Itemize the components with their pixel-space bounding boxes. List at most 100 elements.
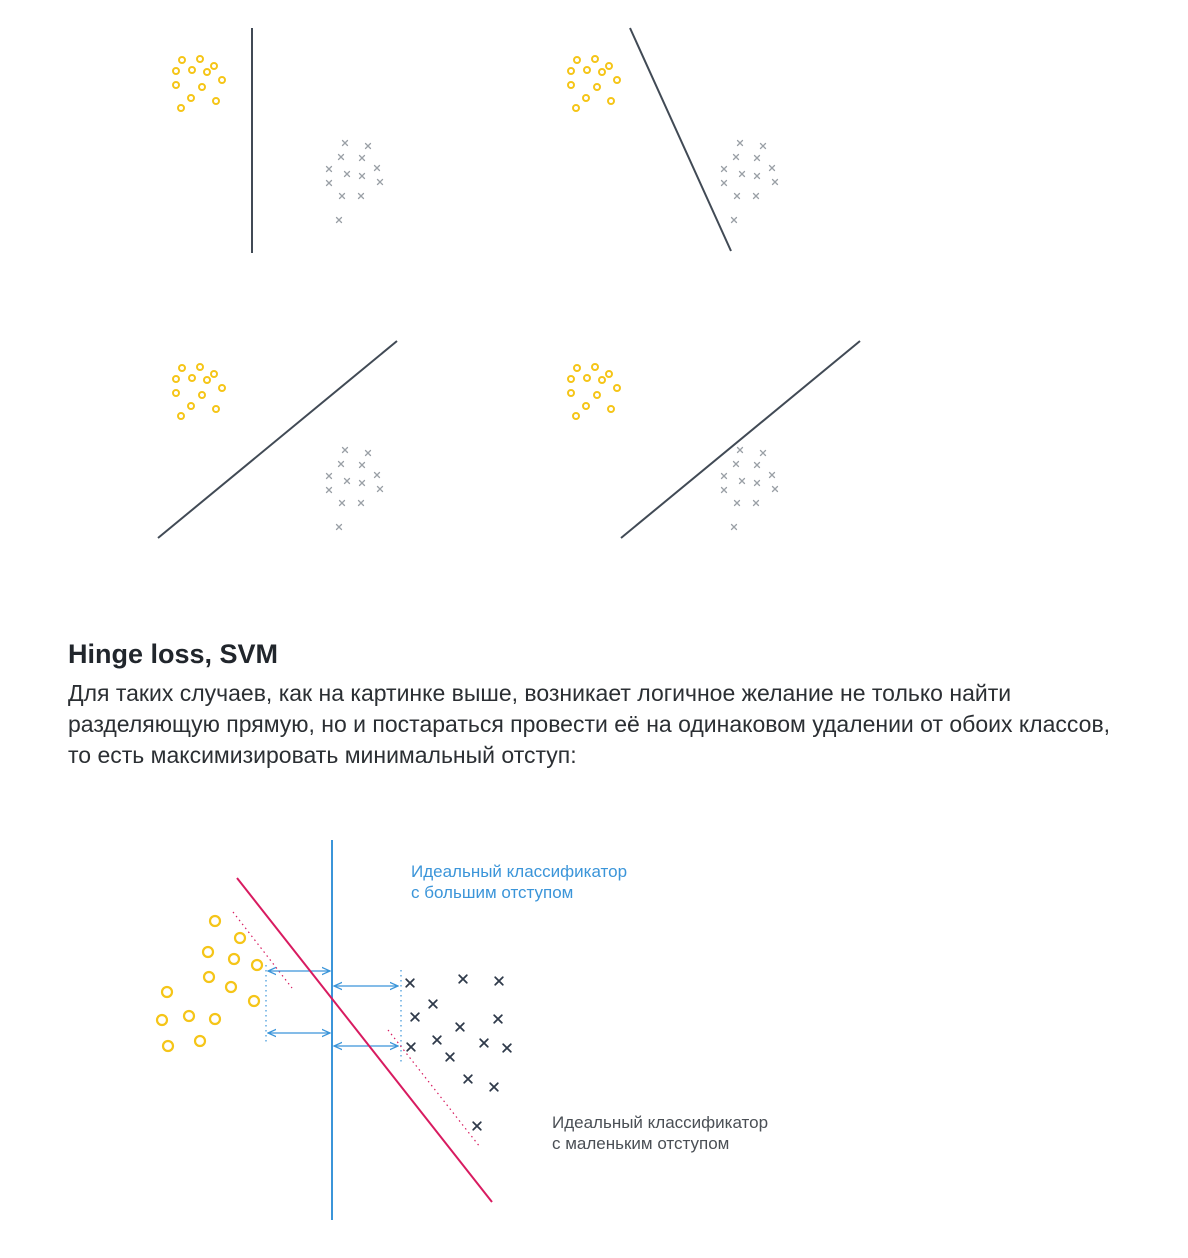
separating-line: [629, 27, 732, 252]
text-section: Hinge loss, SVM Для таких случаев, как н…: [68, 634, 1128, 771]
cross-point: [357, 192, 365, 200]
cross-point: [768, 164, 776, 172]
scatter-panel: [157, 340, 398, 539]
cross-point: [364, 449, 372, 457]
scatter-panel: [567, 340, 861, 539]
cross-point: [376, 178, 384, 186]
circle-point: [210, 62, 218, 70]
circle-point: [613, 384, 621, 392]
circle-point: [160, 985, 174, 999]
circle-point: [572, 412, 580, 420]
circle-point: [198, 83, 206, 91]
cross-point: [738, 170, 746, 178]
circle-point: [161, 1039, 175, 1053]
cross-point: [341, 139, 349, 147]
circle-point: [212, 405, 220, 413]
circle-point: [572, 104, 580, 112]
circle-point: [177, 104, 185, 112]
cross-point: [373, 471, 381, 479]
cross-point: [736, 446, 744, 454]
circle-point: [613, 76, 621, 84]
cross-point: [493, 1014, 503, 1024]
circle-point: [567, 67, 575, 75]
circle-point: [605, 370, 613, 378]
cross-point: [458, 974, 468, 984]
circle-point: [233, 931, 247, 945]
cross-point: [752, 499, 760, 507]
cross-point: [730, 216, 738, 224]
circle-point: [573, 56, 581, 64]
circle-point: [218, 76, 226, 84]
circle-point: [593, 391, 601, 399]
circle-point: [582, 402, 590, 410]
circle-point: [172, 389, 180, 397]
circle-point: [196, 363, 204, 371]
circle-point: [188, 374, 196, 382]
circle-point: [187, 402, 195, 410]
circle-point: [172, 67, 180, 75]
circle-point: [583, 374, 591, 382]
cross-point: [720, 472, 728, 480]
section-paragraph: Для таких случаев, как на картинке выше,…: [68, 680, 1111, 768]
cross-point: [753, 479, 761, 487]
separating-lines-figure: [157, 27, 861, 539]
cross-point: [759, 142, 767, 150]
cross-point: [364, 142, 372, 150]
cross-point: [358, 461, 366, 469]
cross-point: [771, 485, 779, 493]
cross-point: [337, 153, 345, 161]
cross-point: [338, 499, 346, 507]
cross-point: [325, 165, 333, 173]
cross-point: [405, 978, 415, 988]
section-heading: Hinge loss, SVM: [68, 639, 279, 669]
circle-point: [598, 68, 606, 76]
circle-point: [201, 945, 215, 959]
cross-point: [733, 499, 741, 507]
circle-point: [188, 66, 196, 74]
circle-point: [178, 364, 186, 372]
cross-point: [325, 472, 333, 480]
cross-point: [358, 154, 366, 162]
cross-point: [502, 1043, 512, 1053]
cross-point: [494, 976, 504, 986]
cross-point: [753, 461, 761, 469]
scatter-panel: [172, 28, 384, 253]
circle-point: [203, 376, 211, 384]
cross-point: [479, 1038, 489, 1048]
cross-point: [376, 485, 384, 493]
circle-point: [567, 389, 575, 397]
cross-point: [343, 170, 351, 178]
cross-point: [732, 153, 740, 161]
circle-point: [196, 55, 204, 63]
cross-point: [732, 460, 740, 468]
circle-point: [582, 94, 590, 102]
circle-point: [573, 364, 581, 372]
cross-point: [752, 192, 760, 200]
cross-point: [736, 139, 744, 147]
circle-point: [198, 391, 206, 399]
circle-point: [227, 952, 241, 966]
cross-point: [358, 479, 366, 487]
circle-point: [193, 1034, 207, 1048]
small-margin-label: Идеальный классификатор с маленьким отст…: [552, 1113, 773, 1153]
cross-point: [325, 179, 333, 187]
circle-point: [212, 97, 220, 105]
circle-support-diagonal-dotted-line: [232, 911, 293, 989]
cross-point: [428, 999, 438, 1009]
cross-point: [455, 1022, 465, 1032]
cross-point: [753, 172, 761, 180]
circle-point: [187, 94, 195, 102]
circle-point: [210, 370, 218, 378]
circle-point: [178, 56, 186, 64]
cross-point: [730, 523, 738, 531]
circle-point: [172, 375, 180, 383]
cross-point: [445, 1052, 455, 1062]
circle-point: [591, 363, 599, 371]
cross-point: [720, 179, 728, 187]
cross-point: [432, 1035, 442, 1045]
cross-point: [472, 1121, 482, 1131]
cross-point: [759, 449, 767, 457]
circle-point: [605, 62, 613, 70]
cross-point: [341, 446, 349, 454]
circle-point: [203, 68, 211, 76]
